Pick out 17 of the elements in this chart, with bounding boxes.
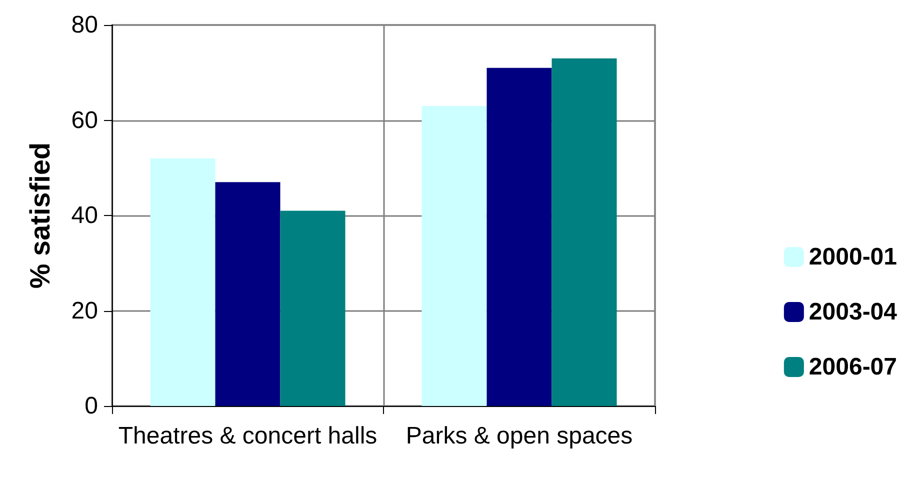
bar	[150, 158, 216, 406]
y-tick-label: 40	[71, 202, 98, 229]
x-tick-label: Parks & open spaces	[406, 422, 633, 450]
x-tick-label: Theatres & concert halls	[118, 422, 378, 450]
bar	[486, 68, 552, 406]
legend-label: 2000-01	[808, 244, 897, 270]
bar	[215, 182, 280, 406]
y-tick-label: 20	[71, 297, 98, 324]
legend-label: 2003-04	[808, 298, 898, 326]
y-tick-label: 80	[71, 12, 98, 38]
legend-label: 2006-07	[808, 354, 897, 380]
bar	[552, 58, 617, 406]
bar	[280, 210, 346, 406]
y-tick-label: 0	[84, 392, 98, 420]
y-tick-label: 60	[71, 106, 98, 134]
y-axis-title: % satisfied	[24, 142, 56, 289]
bar	[422, 106, 487, 406]
